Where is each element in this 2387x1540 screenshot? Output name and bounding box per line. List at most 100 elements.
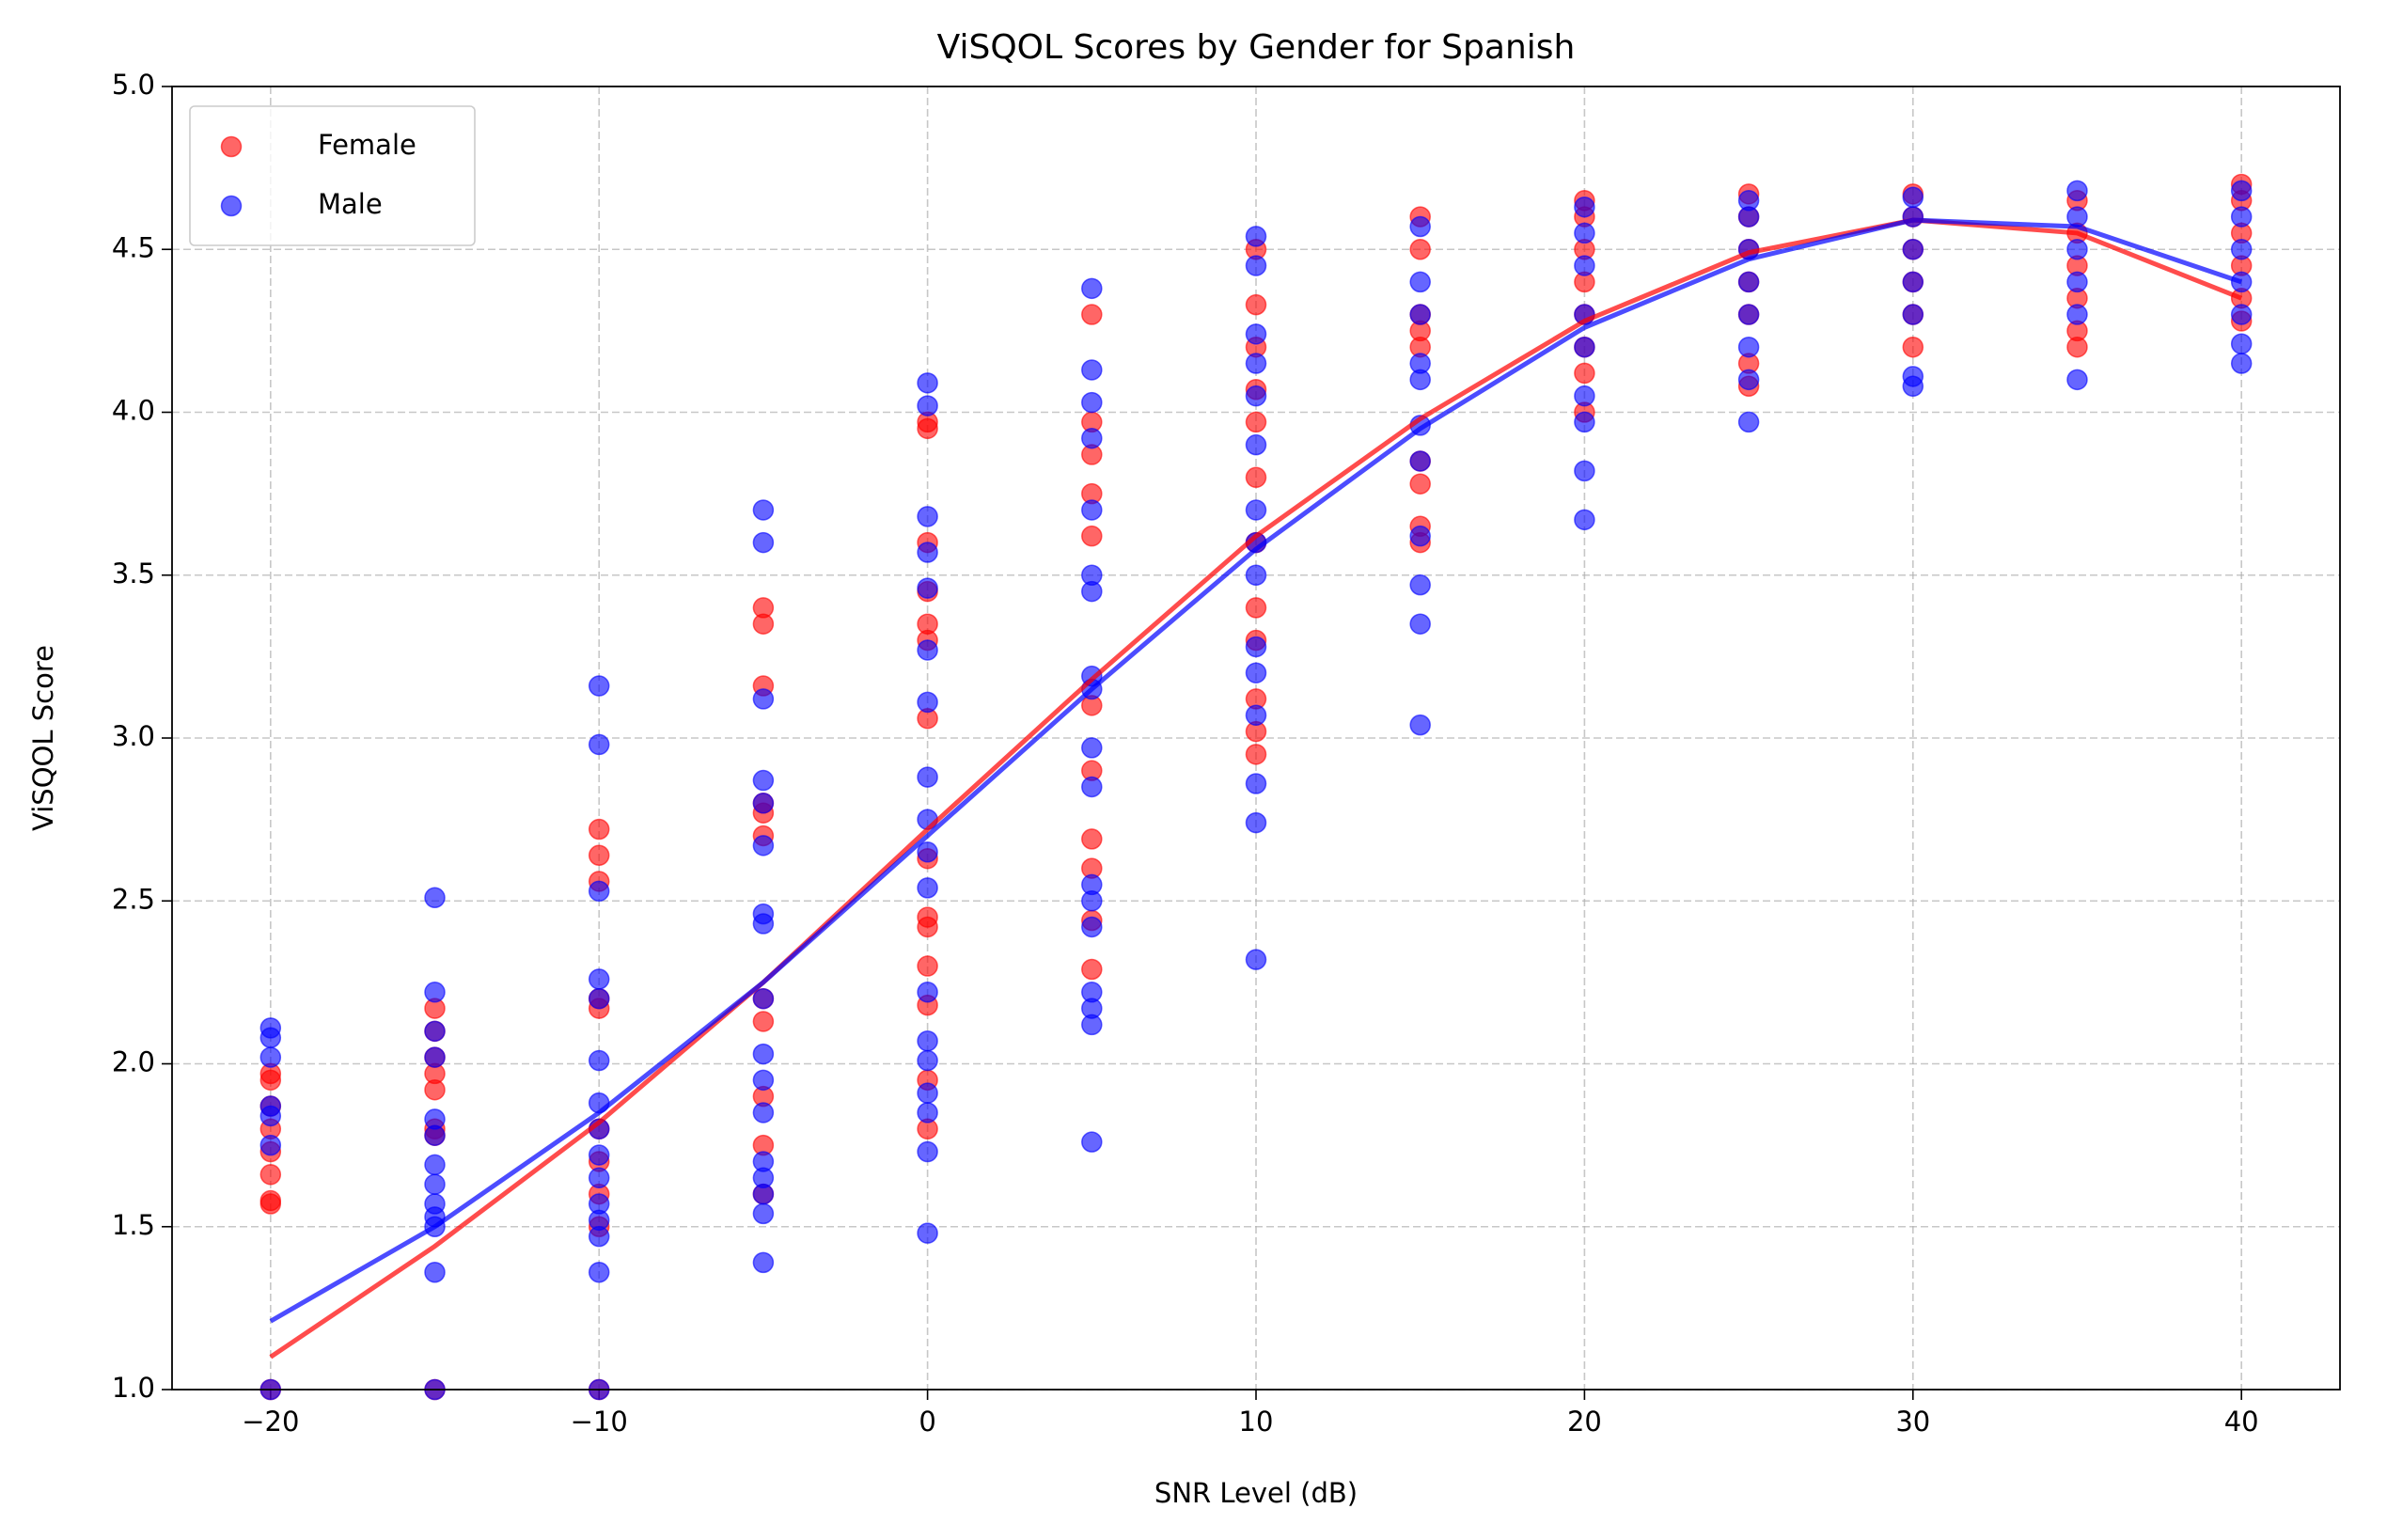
x-tick-label: 40: [2224, 1406, 2259, 1438]
point: [1409, 473, 1431, 495]
point: [588, 1167, 610, 1189]
point: [1902, 271, 1924, 293]
y-tick-label: 2.5: [112, 883, 155, 915]
point: [2230, 304, 2253, 325]
point: [917, 906, 938, 928]
point: [1245, 433, 1267, 456]
point: [1245, 662, 1267, 684]
y-tick-label: 1.5: [112, 1209, 155, 1241]
point: [588, 987, 610, 1010]
legend-label: Female: [318, 129, 416, 161]
point: [1245, 226, 1267, 247]
point: [1245, 323, 1267, 345]
point: [588, 1049, 610, 1072]
point: [1081, 1131, 1103, 1153]
point: [917, 1082, 938, 1104]
point: [917, 982, 938, 1003]
point: [917, 1222, 938, 1244]
x-tick-label: −20: [242, 1406, 299, 1438]
chart-title: ViSQOL Scores by Gender for Spanish: [937, 28, 1576, 67]
point: [588, 1262, 610, 1283]
point: [1902, 336, 1924, 358]
point: [2066, 271, 2088, 293]
point: [1574, 509, 1595, 531]
y-tick-label: 2.0: [112, 1046, 155, 1078]
point: [424, 982, 446, 1003]
point: [1574, 460, 1595, 482]
point: [1902, 239, 1924, 260]
point: [752, 1251, 775, 1274]
point: [1081, 916, 1103, 938]
point: [1737, 336, 1760, 358]
point: [917, 1140, 938, 1163]
point: [1081, 873, 1103, 896]
point: [259, 1189, 282, 1212]
plot-frame: [171, 86, 2341, 1391]
point: [1081, 828, 1103, 850]
point: [1081, 776, 1103, 798]
point: [1245, 353, 1267, 374]
point: [1245, 255, 1267, 276]
point: [1409, 215, 1431, 238]
point: [424, 1020, 446, 1043]
point: [588, 818, 610, 841]
point: [752, 987, 775, 1010]
point: [1081, 982, 1103, 1003]
point: [1574, 411, 1595, 433]
point: [1245, 773, 1267, 794]
point: [259, 1164, 282, 1186]
point: [1409, 714, 1431, 736]
point: [1245, 949, 1267, 970]
legend-marker: [220, 135, 243, 158]
point: [1902, 186, 1924, 209]
point: [752, 597, 775, 619]
y-tick-label: 4.0: [112, 395, 155, 427]
point: [588, 1193, 610, 1215]
point: [1902, 304, 1924, 325]
point: [2230, 239, 2253, 260]
point: [917, 542, 938, 563]
point: [1081, 277, 1103, 300]
point: [1245, 597, 1267, 619]
point: [2066, 369, 2088, 391]
point: [917, 1029, 938, 1052]
point: [1902, 366, 1924, 387]
point: [259, 1134, 282, 1156]
point: [424, 1193, 446, 1215]
point: [2066, 206, 2088, 228]
point: [1081, 564, 1103, 586]
point: [917, 395, 938, 416]
point: [917, 877, 938, 899]
point: [259, 1095, 282, 1117]
x-tick-label: 10: [1239, 1406, 1274, 1438]
point: [259, 1017, 282, 1039]
y-tick-label: 1.0: [112, 1372, 155, 1404]
point: [2230, 180, 2253, 202]
point: [917, 955, 938, 977]
point: [2230, 353, 2253, 374]
point: [752, 1202, 775, 1225]
y-axis-label: ViSQOL Score: [27, 645, 59, 831]
point: [588, 880, 610, 903]
point: [1081, 427, 1103, 449]
point: [752, 1151, 775, 1172]
point: [2066, 180, 2088, 202]
point: [1574, 362, 1595, 385]
point: [752, 903, 775, 925]
y-tick-label: 4.5: [112, 231, 155, 263]
point: [752, 769, 775, 792]
y-tick-label: 5.0: [112, 69, 155, 101]
point: [1409, 574, 1431, 596]
point: [588, 675, 610, 697]
point: [917, 506, 938, 527]
point: [917, 1102, 938, 1124]
y-tick-label: 3.5: [112, 558, 155, 589]
point: [752, 688, 775, 710]
y-tick-label: 3.0: [112, 720, 155, 752]
point: [1081, 525, 1103, 547]
point: [1245, 811, 1267, 834]
point: [752, 793, 775, 814]
x-tick-label: 0: [919, 1406, 935, 1438]
point: [1245, 564, 1267, 586]
legend-label: Male: [318, 188, 383, 220]
